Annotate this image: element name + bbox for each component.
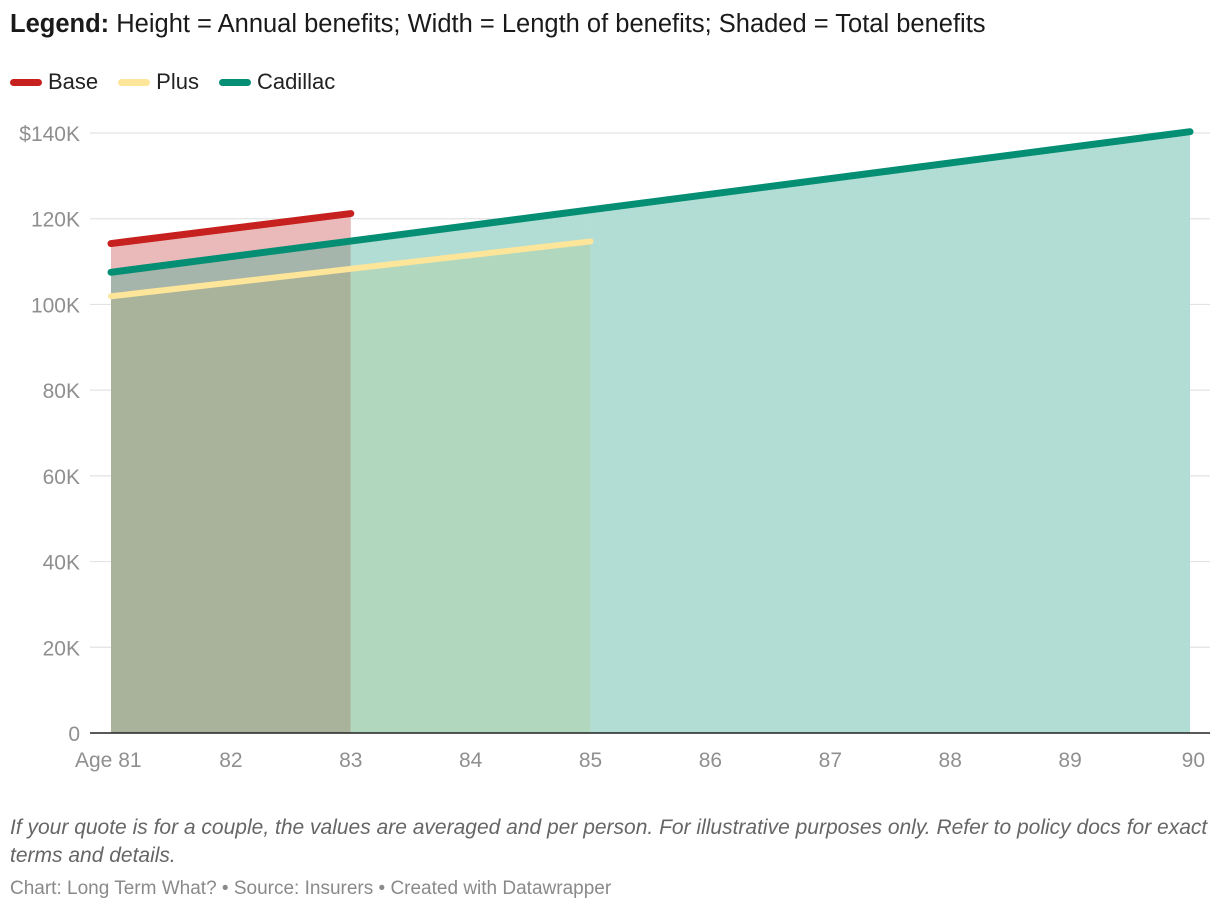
line-base: [107, 210, 355, 248]
x-tick-label-5: 86: [699, 749, 722, 772]
y-tick-label-6: 120K: [31, 209, 80, 232]
legend-swatch-cadillac: [218, 78, 251, 86]
x-tick-label-9: 90: [1182, 749, 1205, 772]
chart-title: Legend: Height = Annual benefits; Width …: [10, 10, 986, 39]
x-tick-label-4: 85: [579, 749, 602, 772]
line-cadillac: [107, 128, 1194, 276]
y-tick-label-5: 100K: [31, 294, 80, 317]
x-tick-label-3: 84: [459, 749, 483, 772]
legend-item-cadillac: Cadillac: [218, 69, 336, 95]
legend-label-plus: Plus: [156, 69, 199, 94]
x-tick-label-2: 83: [339, 749, 362, 772]
area-plus: [350, 241, 591, 733]
legend-description: Height = Annual benefits; Width = Length…: [116, 10, 986, 38]
legend-swatch-base: [10, 78, 42, 86]
credit-line: Chart: Long Term What? • Source: Insurer…: [10, 878, 612, 899]
x-tick-label-0: Age 81: [75, 749, 142, 772]
y-tick-label-1: 20K: [43, 637, 80, 660]
x-tick-label-8: 89: [1058, 749, 1081, 772]
legend-word: Legend:: [10, 10, 110, 38]
legend-item-plus: Plus: [118, 69, 199, 95]
area-cadillac-above-plus: [350, 209, 591, 269]
x-tick-label-6: 87: [819, 749, 842, 772]
x-tick-label-7: 88: [939, 749, 962, 772]
y-tick-label-7: $140K: [19, 123, 80, 146]
x-tick-label-1: 82: [219, 749, 242, 772]
y-tick-label-2: 40K: [43, 552, 80, 575]
area-base: [111, 213, 351, 273]
area-base-cadillac-overlap: [111, 241, 351, 297]
y-tick-label-4: 80K: [43, 380, 80, 403]
line-plus: [108, 238, 594, 300]
legend-item-base: Base: [10, 69, 98, 95]
y-tick-label-3: 60K: [43, 466, 80, 489]
y-tick-label-0: 0: [68, 723, 80, 746]
area-all-overlap: [111, 268, 351, 733]
chart-plot: 0 20K 40K 60K 80K 100K 120K $140K Age 81 82 83 84 85…: [19, 123, 1210, 772]
footnote: If your quote is for a couple, the value…: [10, 816, 1208, 867]
legend-label-base: Base: [48, 69, 99, 94]
legend-swatch-plus: [118, 78, 151, 86]
legend-label-cadillac: Cadillac: [256, 69, 336, 94]
area-cadillac: [590, 131, 1190, 733]
series-legend: Base Plus Cadillac: [10, 68, 355, 96]
